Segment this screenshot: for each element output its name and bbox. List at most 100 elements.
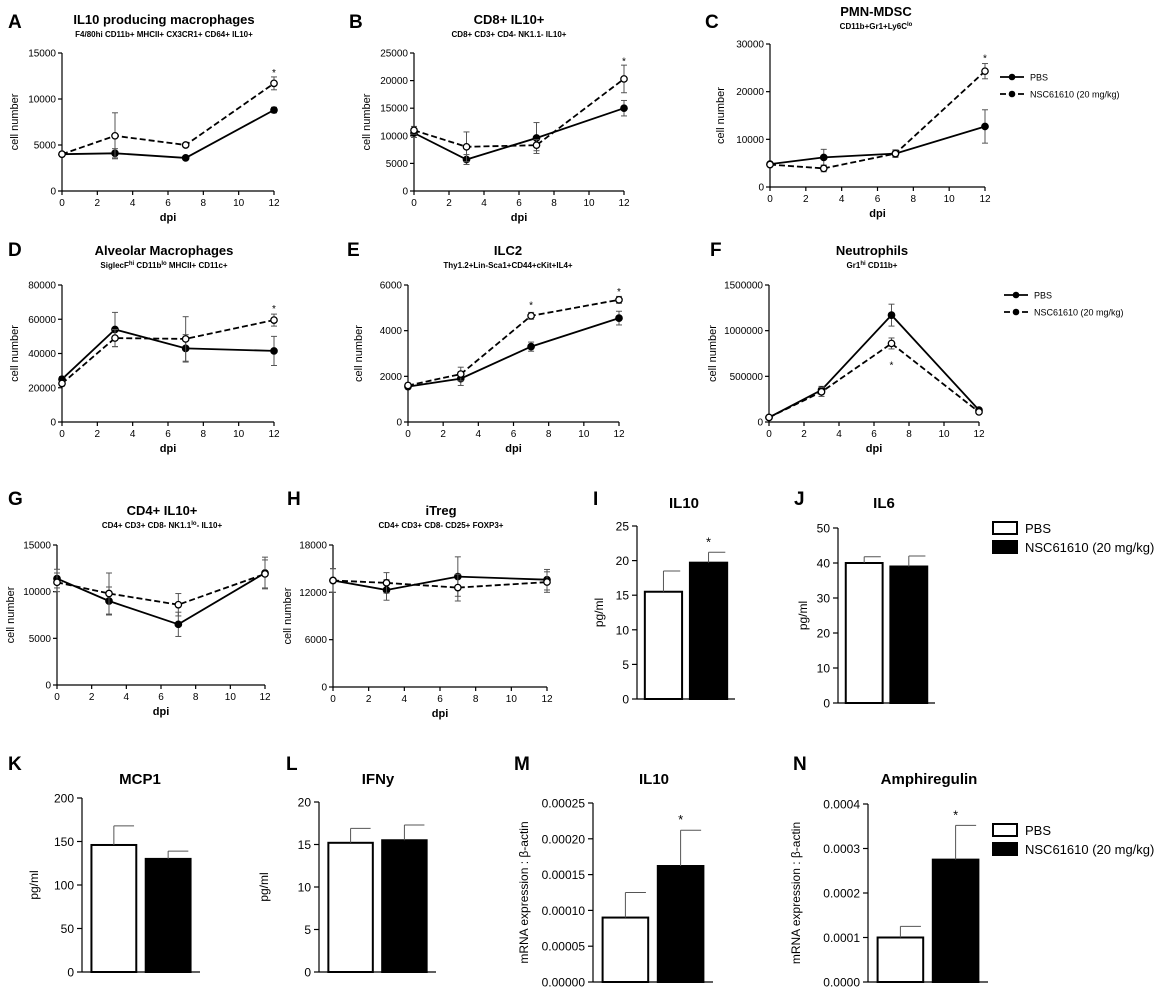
data-point-pbs bbox=[270, 347, 278, 355]
y-tick-label: 0.0001 bbox=[823, 931, 860, 945]
panel-letter: H bbox=[287, 489, 301, 510]
data-point-nsc61610 bbox=[181, 141, 190, 149]
x-tick-label: 12 bbox=[268, 198, 280, 209]
panel-letter: L bbox=[286, 754, 298, 775]
y-tick-label: 100 bbox=[54, 879, 74, 893]
x-tick-label: 8 bbox=[546, 429, 552, 440]
series-line-pbs bbox=[332, 575, 548, 591]
data-point-pbs bbox=[819, 153, 828, 162]
y-axis-label: pg/ml bbox=[796, 601, 810, 630]
subtitle-part: - IL10+ bbox=[197, 521, 223, 530]
y-tick-label: 15000 bbox=[380, 104, 408, 115]
data-point-nsc61610 bbox=[975, 408, 983, 416]
bar-nsc61610 bbox=[656, 865, 705, 983]
data-point-pbs bbox=[615, 314, 623, 322]
chart-title: iTreg bbox=[425, 503, 456, 518]
y-tick-label: 1500000 bbox=[724, 281, 763, 292]
x-axis-label: dpi bbox=[432, 708, 449, 720]
data-point-nsc61610 bbox=[270, 316, 278, 324]
legend-swatch-pbs bbox=[992, 823, 1018, 837]
chart-title: PMN-MDSC bbox=[840, 4, 912, 19]
x-axis-label: dpi bbox=[511, 212, 528, 224]
y-tick-label: 150 bbox=[54, 835, 74, 849]
x-tick-label: 10 bbox=[583, 198, 595, 209]
chart-title: ILC2 bbox=[494, 243, 522, 258]
legend-line-top: PBS NSC61610 (20 mg/kg) bbox=[1000, 73, 1120, 100]
panel-k: K MCP1 0 50 100 150 200 pg/ml bbox=[8, 754, 200, 980]
chart-title: IL10 bbox=[669, 495, 699, 512]
legend-bar-middle: PBS NSC61610 (20 mg/kg) bbox=[992, 521, 1154, 555]
x-axis-label: dpi bbox=[153, 706, 170, 718]
y-axis-label: mRNA expression : β-actin bbox=[789, 822, 803, 964]
y-tick-label: 6000 bbox=[380, 281, 403, 292]
bar-nsc61610 bbox=[688, 561, 729, 701]
subtitle-part: CD4+ CD3+ CD8- NK1.1 bbox=[102, 521, 192, 530]
data-point-nsc61610 bbox=[181, 335, 190, 343]
bar-nsc61610 bbox=[889, 565, 929, 704]
chart-title: Amphiregulin bbox=[881, 771, 978, 788]
series-line-nsc61610 bbox=[407, 298, 620, 387]
y-tick-label: 40000 bbox=[28, 349, 56, 360]
bar-pbs bbox=[90, 843, 138, 973]
y-tick-label: 20 bbox=[817, 627, 831, 641]
y-tick-label: 5 bbox=[622, 658, 629, 672]
y-tick-label: 80000 bbox=[28, 281, 56, 292]
legend-label-pbs: PBS bbox=[1025, 823, 1051, 838]
bar-pbs bbox=[601, 916, 650, 983]
panel-l: L IFNy 0 5 10 15 20 pg/ml bbox=[257, 754, 436, 980]
significance-marker: * bbox=[529, 301, 533, 312]
series-line-pbs bbox=[56, 572, 266, 626]
data-point-nsc61610 bbox=[981, 67, 989, 76]
chart-subtitle: CD4+ CD3+ CD8- CD25+ FOXP3+ bbox=[379, 521, 504, 530]
data-point-nsc61610 bbox=[382, 579, 391, 587]
x-tick-label: 12 bbox=[541, 694, 553, 705]
chart-subtitle: CD4+ CD3+ CD8- NK1.1lo- IL10+ bbox=[102, 521, 223, 530]
y-tick-label: 0.00000 bbox=[542, 976, 586, 990]
series-line-pbs bbox=[407, 317, 620, 388]
x-tick-label: 0 bbox=[330, 694, 336, 705]
legend-bar-bottom: PBS NSC61610 (20 mg/kg) bbox=[992, 823, 1154, 857]
x-tick-label: 12 bbox=[618, 198, 630, 209]
y-tick-label: 200 bbox=[54, 792, 74, 806]
panel-b: B CD8+ IL10+ CD8+ CD3+ CD4- NK1.1- IL10+ 0 5… bbox=[349, 12, 630, 224]
x-tick-label: 8 bbox=[551, 198, 557, 209]
y-tick-label: 15 bbox=[298, 838, 312, 852]
legend-swatch-nsc61610 bbox=[992, 842, 1018, 856]
subtitle-part: lo bbox=[907, 22, 913, 28]
data-point-nsc61610 bbox=[462, 142, 471, 151]
y-tick-label: 0.0002 bbox=[823, 887, 860, 901]
subtitle-part: CD4+ CD3+ CD8- CD25+ FOXP3+ bbox=[379, 521, 504, 530]
chart-title: CD8+ IL10+ bbox=[474, 12, 545, 27]
data-point-nsc61610 bbox=[410, 126, 418, 135]
x-tick-label: 6 bbox=[158, 692, 164, 703]
subtitle-part: lo bbox=[191, 521, 197, 527]
x-tick-label: 0 bbox=[411, 198, 417, 209]
chart-subtitle: SiglecFhi CD11blo MHCII+ CD11c+ bbox=[100, 261, 228, 270]
subtitle-part: lo bbox=[161, 261, 167, 267]
y-axis-label: cell number bbox=[361, 93, 373, 150]
panel-m: M IL10 0.00000 0.00005 0.00010 0.00015 0.00020… bbox=[514, 754, 713, 990]
x-tick-label: 8 bbox=[906, 429, 912, 440]
chart-title: IL10 bbox=[639, 771, 669, 788]
y-tick-label: 0.0000 bbox=[823, 976, 860, 990]
chart-subtitle: F4/80hi CD11b+ MHCII+ CX3CR1+ CD64+ IL10… bbox=[75, 30, 253, 39]
bar-pbs bbox=[327, 841, 374, 973]
panel-letter: F bbox=[710, 240, 722, 261]
x-tick-label: 4 bbox=[481, 198, 487, 209]
x-tick-label: 4 bbox=[124, 692, 130, 703]
y-tick-label: 15000 bbox=[23, 541, 51, 552]
x-tick-label: 0 bbox=[59, 198, 65, 209]
significance-marker: * bbox=[890, 360, 894, 371]
x-tick-label: 2 bbox=[95, 429, 101, 440]
subtitle-part: CD11b+Gr1+Ly6C bbox=[840, 22, 908, 31]
panel-a: A IL10 producing macrophages F4/80hi CD11b… bbox=[8, 12, 280, 224]
y-tick-label: 0.00015 bbox=[542, 868, 586, 882]
data-point-nsc61610 bbox=[817, 388, 826, 396]
y-tick-label: 20000 bbox=[28, 383, 56, 394]
x-tick-label: 6 bbox=[875, 194, 881, 205]
significance-marker: * bbox=[706, 534, 711, 549]
bar-pbs bbox=[844, 562, 884, 704]
y-tick-label: 10000 bbox=[380, 131, 408, 142]
